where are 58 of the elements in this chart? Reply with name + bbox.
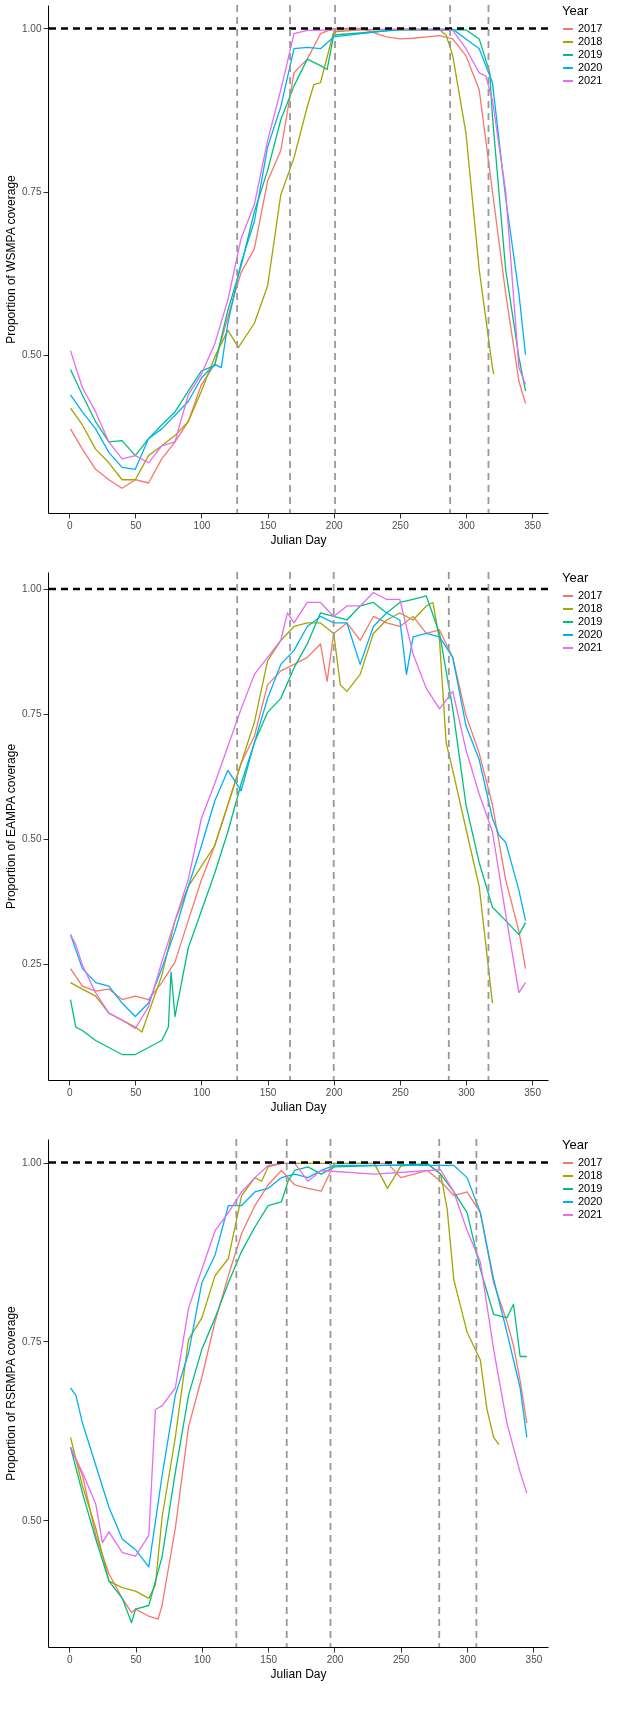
y-tick-label: 0.50 [22, 349, 42, 361]
y-tick-label: 0.75 [22, 1335, 42, 1347]
y-tick-label: 0.75 [22, 186, 42, 198]
x-tick-label: 50 [130, 1653, 143, 1665]
y-axis-title: Proportion of RSRMPA coverage [4, 1305, 19, 1481]
y-tick-label: 1.00 [22, 22, 42, 34]
legend-title: Year [562, 3, 589, 18]
y-tick-label: 1.00 [22, 1157, 42, 1169]
legend-label: 2021 [578, 1208, 603, 1220]
legend-label: 2017 [578, 589, 603, 601]
x-tick-label: 100 [194, 1653, 212, 1665]
legend-label: 2021 [578, 74, 603, 86]
legend-title: Year [562, 1137, 589, 1152]
y-tick-label: 0.50 [22, 1514, 42, 1526]
legend-label: 2018 [578, 1169, 603, 1181]
y-tick-label: 0.25 [22, 958, 42, 970]
legend-label: 2018 [578, 602, 603, 614]
y-axis-title: Proportion of WSMPA coverage [4, 174, 19, 344]
x-tick-label: 0 [66, 1653, 73, 1665]
legend-label: 2019 [578, 1182, 603, 1194]
x-tick-label: 200 [325, 1086, 343, 1098]
x-tick-label: 50 [130, 1086, 142, 1098]
x-tick-label: 350 [524, 1086, 542, 1098]
x-tick-label: 300 [459, 1653, 477, 1665]
x-axis-title: Julian Day [270, 1099, 327, 1114]
legend-label: 2020 [578, 61, 603, 73]
legend-label: 2019 [578, 48, 603, 60]
legend-label: 2020 [578, 1195, 603, 1207]
x-tick-label: 300 [458, 519, 476, 531]
x-tick-label: 100 [193, 1086, 211, 1098]
legend-title: Year [562, 570, 589, 585]
x-tick-label: 200 [326, 1653, 344, 1665]
y-tick-label: 0.50 [22, 833, 42, 845]
y-tick-label: 1.00 [22, 583, 42, 595]
legend-label: 2021 [578, 641, 603, 653]
x-tick-label: 350 [525, 1653, 543, 1665]
legend-label: 2017 [578, 1156, 603, 1168]
x-tick-label: 250 [392, 1086, 410, 1098]
x-tick-label: 50 [130, 519, 142, 531]
legend-label: 2019 [578, 615, 603, 627]
x-tick-label: 300 [458, 1086, 476, 1098]
x-tick-label: 350 [524, 519, 542, 531]
x-tick-label: 0 [66, 1086, 73, 1098]
x-tick-label: 150 [259, 1086, 277, 1098]
x-tick-label: 150 [260, 1653, 278, 1665]
legend-label: 2017 [578, 22, 603, 34]
x-axis-title: Julian Day [270, 532, 327, 547]
x-tick-label: 100 [193, 519, 211, 531]
x-axis-title: Julian Day [270, 1666, 327, 1681]
legend-label: 2020 [578, 628, 603, 640]
x-tick-label: 150 [259, 519, 277, 531]
x-tick-label: 250 [392, 519, 410, 531]
x-tick-label: 200 [325, 519, 343, 531]
x-tick-label: 250 [392, 1653, 411, 1665]
y-axis-title: Proportion of EAMPA coverage [4, 743, 19, 910]
x-tick-label: 0 [66, 519, 73, 531]
y-tick-label: 0.75 [22, 708, 42, 720]
legend-label: 2018 [578, 35, 603, 47]
